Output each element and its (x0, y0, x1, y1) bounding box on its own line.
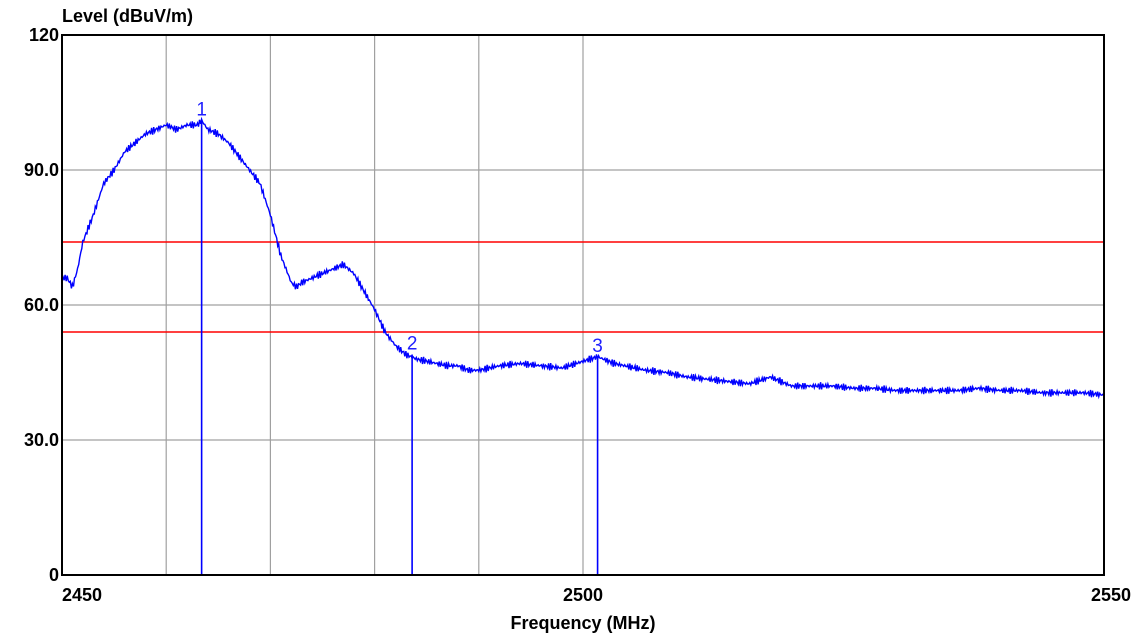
marker-label: 3 (592, 336, 603, 357)
x-axis-ticks: 2450 2500 2550 (62, 585, 1131, 605)
y-tick-label: 90.0 (24, 160, 59, 180)
x-tick-label: 2550 (1091, 585, 1131, 605)
series-line (61, 116, 1105, 400)
series-layer (61, 116, 1105, 400)
x-tick-label: 2450 (62, 585, 102, 605)
y-tick-label: 30.0 (24, 430, 59, 450)
marker-layer: 1 2 3 (196, 100, 603, 575)
marker-label: 2 (407, 334, 418, 355)
plot-frame (61, 34, 1105, 576)
x-tick-label: 2500 (563, 585, 603, 605)
y-tick-label: 60.0 (24, 295, 59, 315)
x-axis-title: Frequency (MHz) (510, 613, 655, 633)
y-axis-ticks: 0 30.0 60.0 90.0 120 (24, 25, 59, 585)
y-tick-label: 120 (29, 25, 59, 45)
marker-label: 1 (196, 100, 207, 121)
y-axis-title: Level (dBuV/m) (62, 6, 193, 26)
y-tick-label: 0 (49, 565, 59, 585)
limit-lines (62, 241, 1104, 333)
